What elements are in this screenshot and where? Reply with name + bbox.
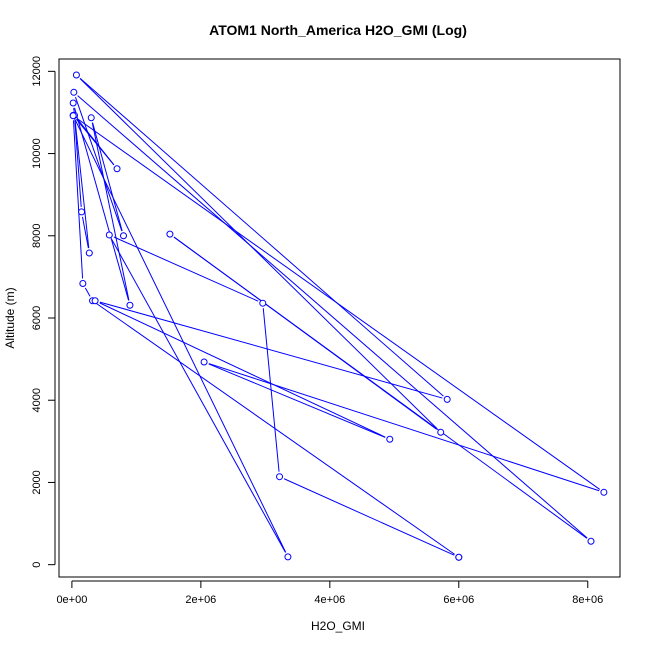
data-point: [87, 114, 95, 122]
x-tick-label: 6e+06: [443, 594, 474, 606]
series-line-segment: [91, 122, 130, 301]
y-tick-label: 4000: [31, 388, 43, 412]
plot-frame: [58, 58, 621, 578]
series-line-segment: [76, 118, 601, 490]
x-tick-label: 2e+06: [185, 594, 216, 606]
data-point: [166, 230, 174, 238]
chart-title: ATOM1 North_America H2O_GMI (Log): [209, 22, 467, 38]
data-point: [587, 537, 595, 545]
y-tick-label: 10000: [31, 138, 43, 169]
x-axis-label: H2O_GMI: [311, 619, 365, 633]
series-line-segment: [173, 236, 437, 430]
series-line-segment: [113, 236, 259, 302]
series-line-segment: [72, 120, 84, 279]
series-line-segment: [74, 107, 130, 301]
series-line-segment: [99, 302, 386, 438]
series-line-segment: [74, 96, 123, 232]
data-point: [600, 488, 608, 496]
series-layer: [69, 71, 608, 561]
y-tick-label: 8000: [31, 224, 43, 248]
y-axis-label: Altitude (m): [3, 287, 17, 348]
x-tick-label: 0e+00: [56, 594, 87, 606]
y-axis: 0 2000 4000 6000 8000 10000 12000: [31, 56, 56, 568]
data-point: [105, 231, 113, 239]
data-point: [70, 88, 78, 96]
y-tick-label: 6000: [31, 306, 43, 330]
data-point: [284, 553, 292, 561]
data-point: [113, 165, 121, 173]
data-point: [200, 358, 208, 366]
data-point: [91, 297, 99, 305]
data-point: [79, 279, 87, 287]
series-line-segment: [79, 77, 444, 397]
y-tick-label: 0: [31, 562, 43, 568]
series-line-segment: [73, 107, 90, 249]
series-line-segment: [96, 303, 455, 555]
data-point: [69, 112, 77, 120]
series-line-segment: [74, 120, 287, 553]
x-axis: 0e+00 2e+06 4e+06 6e+06 8e+06: [56, 580, 603, 606]
data-point: [455, 553, 463, 561]
data-point: [119, 232, 127, 240]
series-line-segment: [79, 78, 438, 430]
data-point: [85, 249, 93, 257]
data-point: [276, 473, 284, 481]
series-line-segment: [99, 301, 443, 399]
series-line-segment: [111, 239, 286, 553]
x-tick-label: 8e+06: [572, 594, 603, 606]
series-line-segment: [74, 120, 82, 207]
x-tick-label: 4e+06: [314, 594, 345, 606]
series-line-segment: [82, 216, 89, 249]
series-line-segment: [77, 95, 588, 539]
data-point: [386, 435, 394, 443]
y-tick-label: 2000: [31, 470, 43, 494]
series-line-segment: [283, 478, 455, 556]
data-point: [126, 301, 134, 309]
series-line-segment: [92, 122, 123, 232]
data-point: [72, 71, 80, 79]
data-point: [437, 428, 445, 436]
data-point: [443, 395, 451, 403]
data-point: [78, 208, 86, 216]
series-line-segment: [208, 363, 600, 492]
y-tick-label: 12000: [31, 56, 43, 87]
data-point: [69, 99, 77, 107]
data-point: [259, 299, 267, 307]
series-line-segment: [84, 287, 91, 297]
series-line-segment: [262, 308, 280, 472]
series-line-segment: [208, 363, 386, 438]
